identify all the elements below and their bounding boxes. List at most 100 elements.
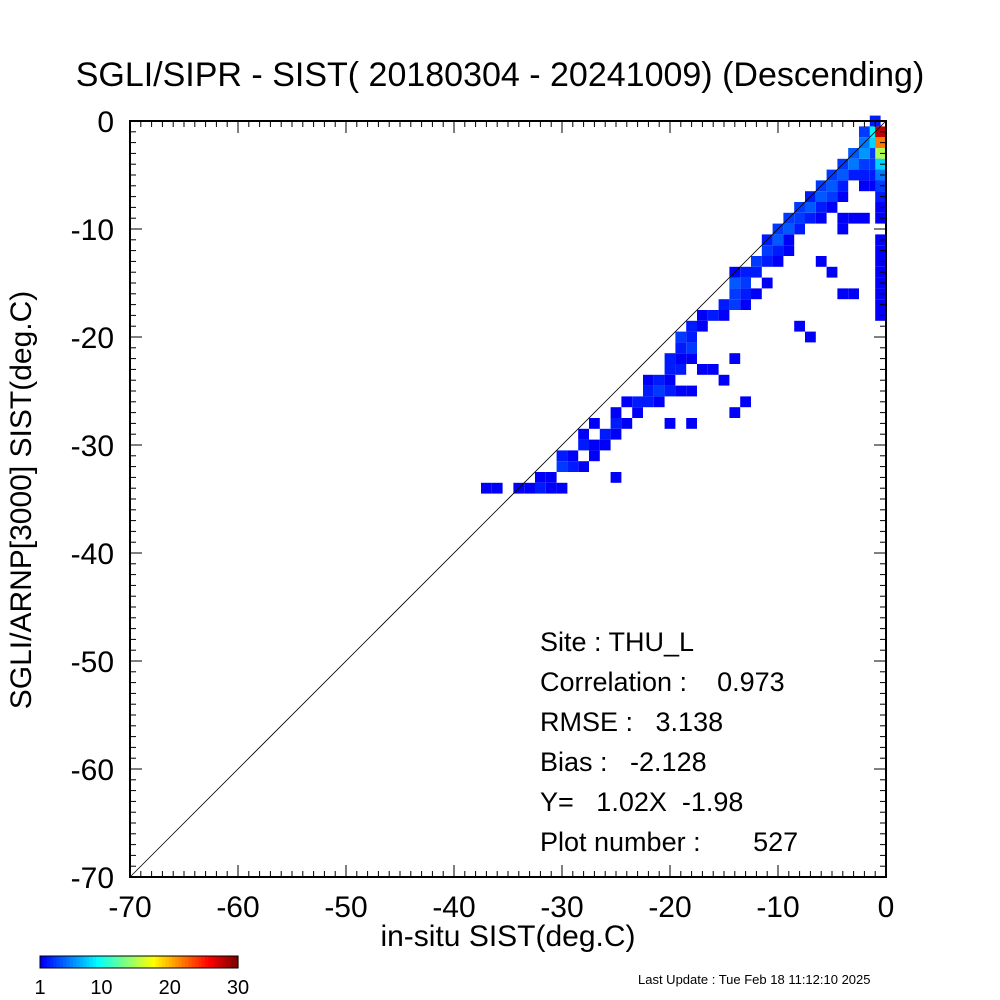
colorbar-segment [172,956,176,968]
colorbar-segment [56,956,61,968]
density-cell [718,310,730,321]
colorbar-segment [214,956,219,968]
density-cell [643,374,654,386]
density-cell [567,461,579,472]
x-axis-label: in-situ SIST(deg.C) [380,920,636,953]
colorbar-segment [231,956,236,968]
fit-label: Y= [540,787,574,817]
density-cell [675,364,687,375]
correlation-label: Correlation : [540,667,688,697]
colorbar-segment [125,956,130,968]
density-cell [621,396,633,408]
colorbar-segment [208,956,213,968]
colorbar-segment [139,956,143,968]
colorbar-segment [79,956,84,968]
density-cell [524,482,535,494]
colorbar-segment [82,956,87,968]
colorbar-segment [155,956,160,968]
stat-site: Site : THU_L [540,622,798,662]
density-cell [643,396,654,408]
density-cell [686,342,697,354]
density-cell [697,320,708,332]
density-cell [707,310,719,321]
chart-title: SGLI/SIPR - SIST( 20180304 - 20241009) (… [75,56,925,94]
x-tick-label: -60 [216,891,259,924]
stat-plot-number: Plot number : 527 [540,822,798,862]
colorbar-segment [129,956,133,968]
plot-number-value: 527 [753,827,799,857]
density-cell [578,439,589,451]
stat-correlation: Correlation : 0.973 [540,662,798,702]
x-tick-label: 0 [878,891,895,924]
density-cell [664,364,676,375]
colorbar-tick-label: 20 [159,977,181,999]
colorbar-segment [102,956,107,968]
colorbar-segment [181,956,186,968]
density-cell [805,331,816,343]
density-cell [805,212,816,224]
density-cell [826,202,838,213]
site-label: Site : [540,627,602,657]
colorbar-segment [40,956,44,968]
x-tick-label: -20 [648,891,691,924]
density-cell [653,396,665,408]
density-cell [826,180,838,192]
density-cells [481,115,886,494]
density-cell [740,266,751,278]
colorbar-segment [115,956,120,968]
density-cell [751,256,762,267]
correlation-value: 0.973 [717,667,785,697]
colorbar-segment [162,956,166,968]
density-cell [556,482,568,494]
density-cell [826,266,838,278]
colorbar-segment [158,956,163,968]
colorbar-segment [195,956,199,968]
density-cell [632,407,643,418]
density-cell [740,299,751,310]
density-cell [859,180,870,192]
density-cell [729,407,741,418]
density-cell [837,288,849,300]
colorbar-segment [63,956,67,968]
density-cell [729,299,741,310]
density-cell [761,256,773,267]
colorbar-segment [175,956,180,968]
density-cell [837,212,849,224]
colorbar-segment [135,956,140,968]
stat-fit: Y= 1.02X -1.98 [540,782,798,822]
density-cell [589,450,600,462]
density-cell [815,191,827,202]
density-cell [664,374,676,386]
density-cell [859,158,870,170]
colorbar-tick-label: 1 [34,977,45,999]
density-cell [610,418,622,429]
density-cell [815,202,827,213]
density-cell [848,169,859,181]
density-cell [653,374,665,386]
density-cell [610,472,622,483]
colorbar-segment [221,956,226,968]
site-value: THU_L [608,627,695,657]
density-cell [837,180,849,192]
y-tick-label: -40 [71,538,114,571]
density-cell [837,169,849,181]
density-cell [772,256,784,267]
density-cell [589,418,600,429]
density-cell [686,320,697,332]
density-cell [643,385,654,397]
colorbar-segment [152,956,157,968]
rmse-value: 3.138 [655,707,724,737]
density-cell [772,245,784,256]
density-cell [869,137,881,148]
density-cell [686,385,697,397]
density-cell [697,310,708,321]
density-cell [794,212,805,224]
stat-rmse: RMSE : 3.138 [540,702,798,742]
density-cell [599,428,611,440]
colorbar-segment [59,956,64,968]
density-cell [848,212,859,224]
colorbar-segment [122,956,127,968]
colorbar-segment [43,956,48,968]
colorbar-segment [99,956,104,968]
